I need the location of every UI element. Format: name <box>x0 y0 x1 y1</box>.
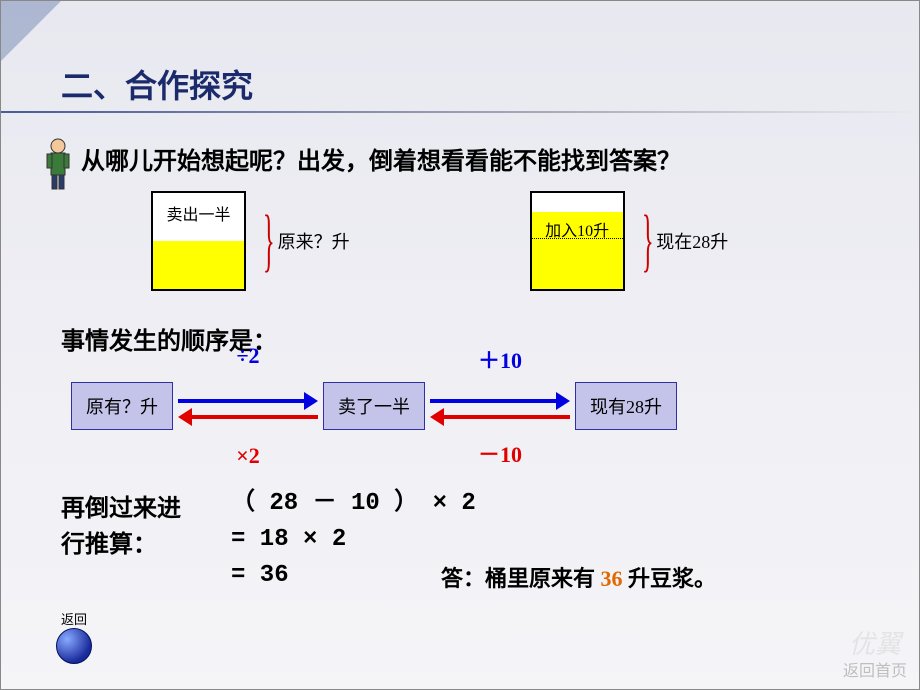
tanks-row: 卖出一半 } 原来？升 加入10升 } 现在28升 <box>151 191 728 291</box>
back-button[interactable]: 返回 <box>56 609 92 664</box>
op1-forward: ÷2 <box>173 343 323 369</box>
title-underline <box>1 111 919 113</box>
tank-2-dotted-line <box>532 238 623 239</box>
tank-2-wrap: 加入10升 } 现在28升 <box>530 191 729 291</box>
calc-line-1: （ 28 － 10 ） × 2 <box>231 486 476 522</box>
arrow-group-1: ÷2 ×2 <box>173 371 323 441</box>
flow-box-3: 现有28升 <box>575 382 677 430</box>
calc-line-3: = 36 <box>231 558 476 594</box>
op2-forward: ＋10 <box>425 343 575 375</box>
calculation-block: （ 28 － 10 ） × 2 = 18 × 2 = 36 <box>231 486 476 594</box>
calc-label-line1: 再倒过来进 <box>61 496 181 522</box>
flow-box-1: 原有？升 <box>71 382 173 430</box>
tank-1-wrap: 卖出一半 } 原来？升 <box>151 191 350 291</box>
tank-2-brace: } 现在28升 <box>631 213 729 269</box>
teacher-icon <box>41 136 76 191</box>
op2-reverse: －10 <box>425 437 575 469</box>
corner-accent <box>1 1 61 61</box>
watermark: 优翼 <box>849 624 901 661</box>
home-link[interactable]: 返回首页 <box>843 657 907 681</box>
answer-suffix: 升豆浆。 <box>623 566 717 591</box>
tank-2-brace-text: 现在28升 <box>656 228 728 254</box>
tank-2: 加入10升 <box>530 191 625 291</box>
calc-label: 再倒过来进 行推算： <box>61 491 181 563</box>
brace-icon: } <box>263 213 275 269</box>
answer-prefix: 答：桶里原来有 <box>441 566 601 591</box>
answer-value: 36 <box>601 566 623 591</box>
back-label: 返回 <box>61 609 87 628</box>
calc-line-2: = 18 × 2 <box>231 522 476 558</box>
flow-diagram: 原有？升 ÷2 ×2 卖了一半 ＋10 －10 现有28升 <box>71 371 677 441</box>
page-title: 二、合作探究 <box>61 61 253 107</box>
flow-box-2: 卖了一半 <box>323 382 425 430</box>
tank-1-fill <box>153 241 244 289</box>
tank-1-brace-text: 原来？升 <box>278 228 350 254</box>
calc-label-line2: 行推算： <box>61 532 157 558</box>
arrow-group-2: ＋10 －10 <box>425 371 575 441</box>
tank-1-label: 卖出一半 <box>153 201 244 225</box>
brace-icon: } <box>642 213 654 269</box>
tank-1-brace: } 原来？升 <box>252 213 350 269</box>
question-text: 从哪儿开始想起呢？出发，倒着想看看能不能找到答案？ <box>81 141 681 176</box>
op1-reverse: ×2 <box>173 443 323 469</box>
sphere-icon <box>56 628 92 664</box>
tank-1: 卖出一半 <box>151 191 246 291</box>
answer-text: 答：桶里原来有 36 升豆浆。 <box>441 561 716 593</box>
